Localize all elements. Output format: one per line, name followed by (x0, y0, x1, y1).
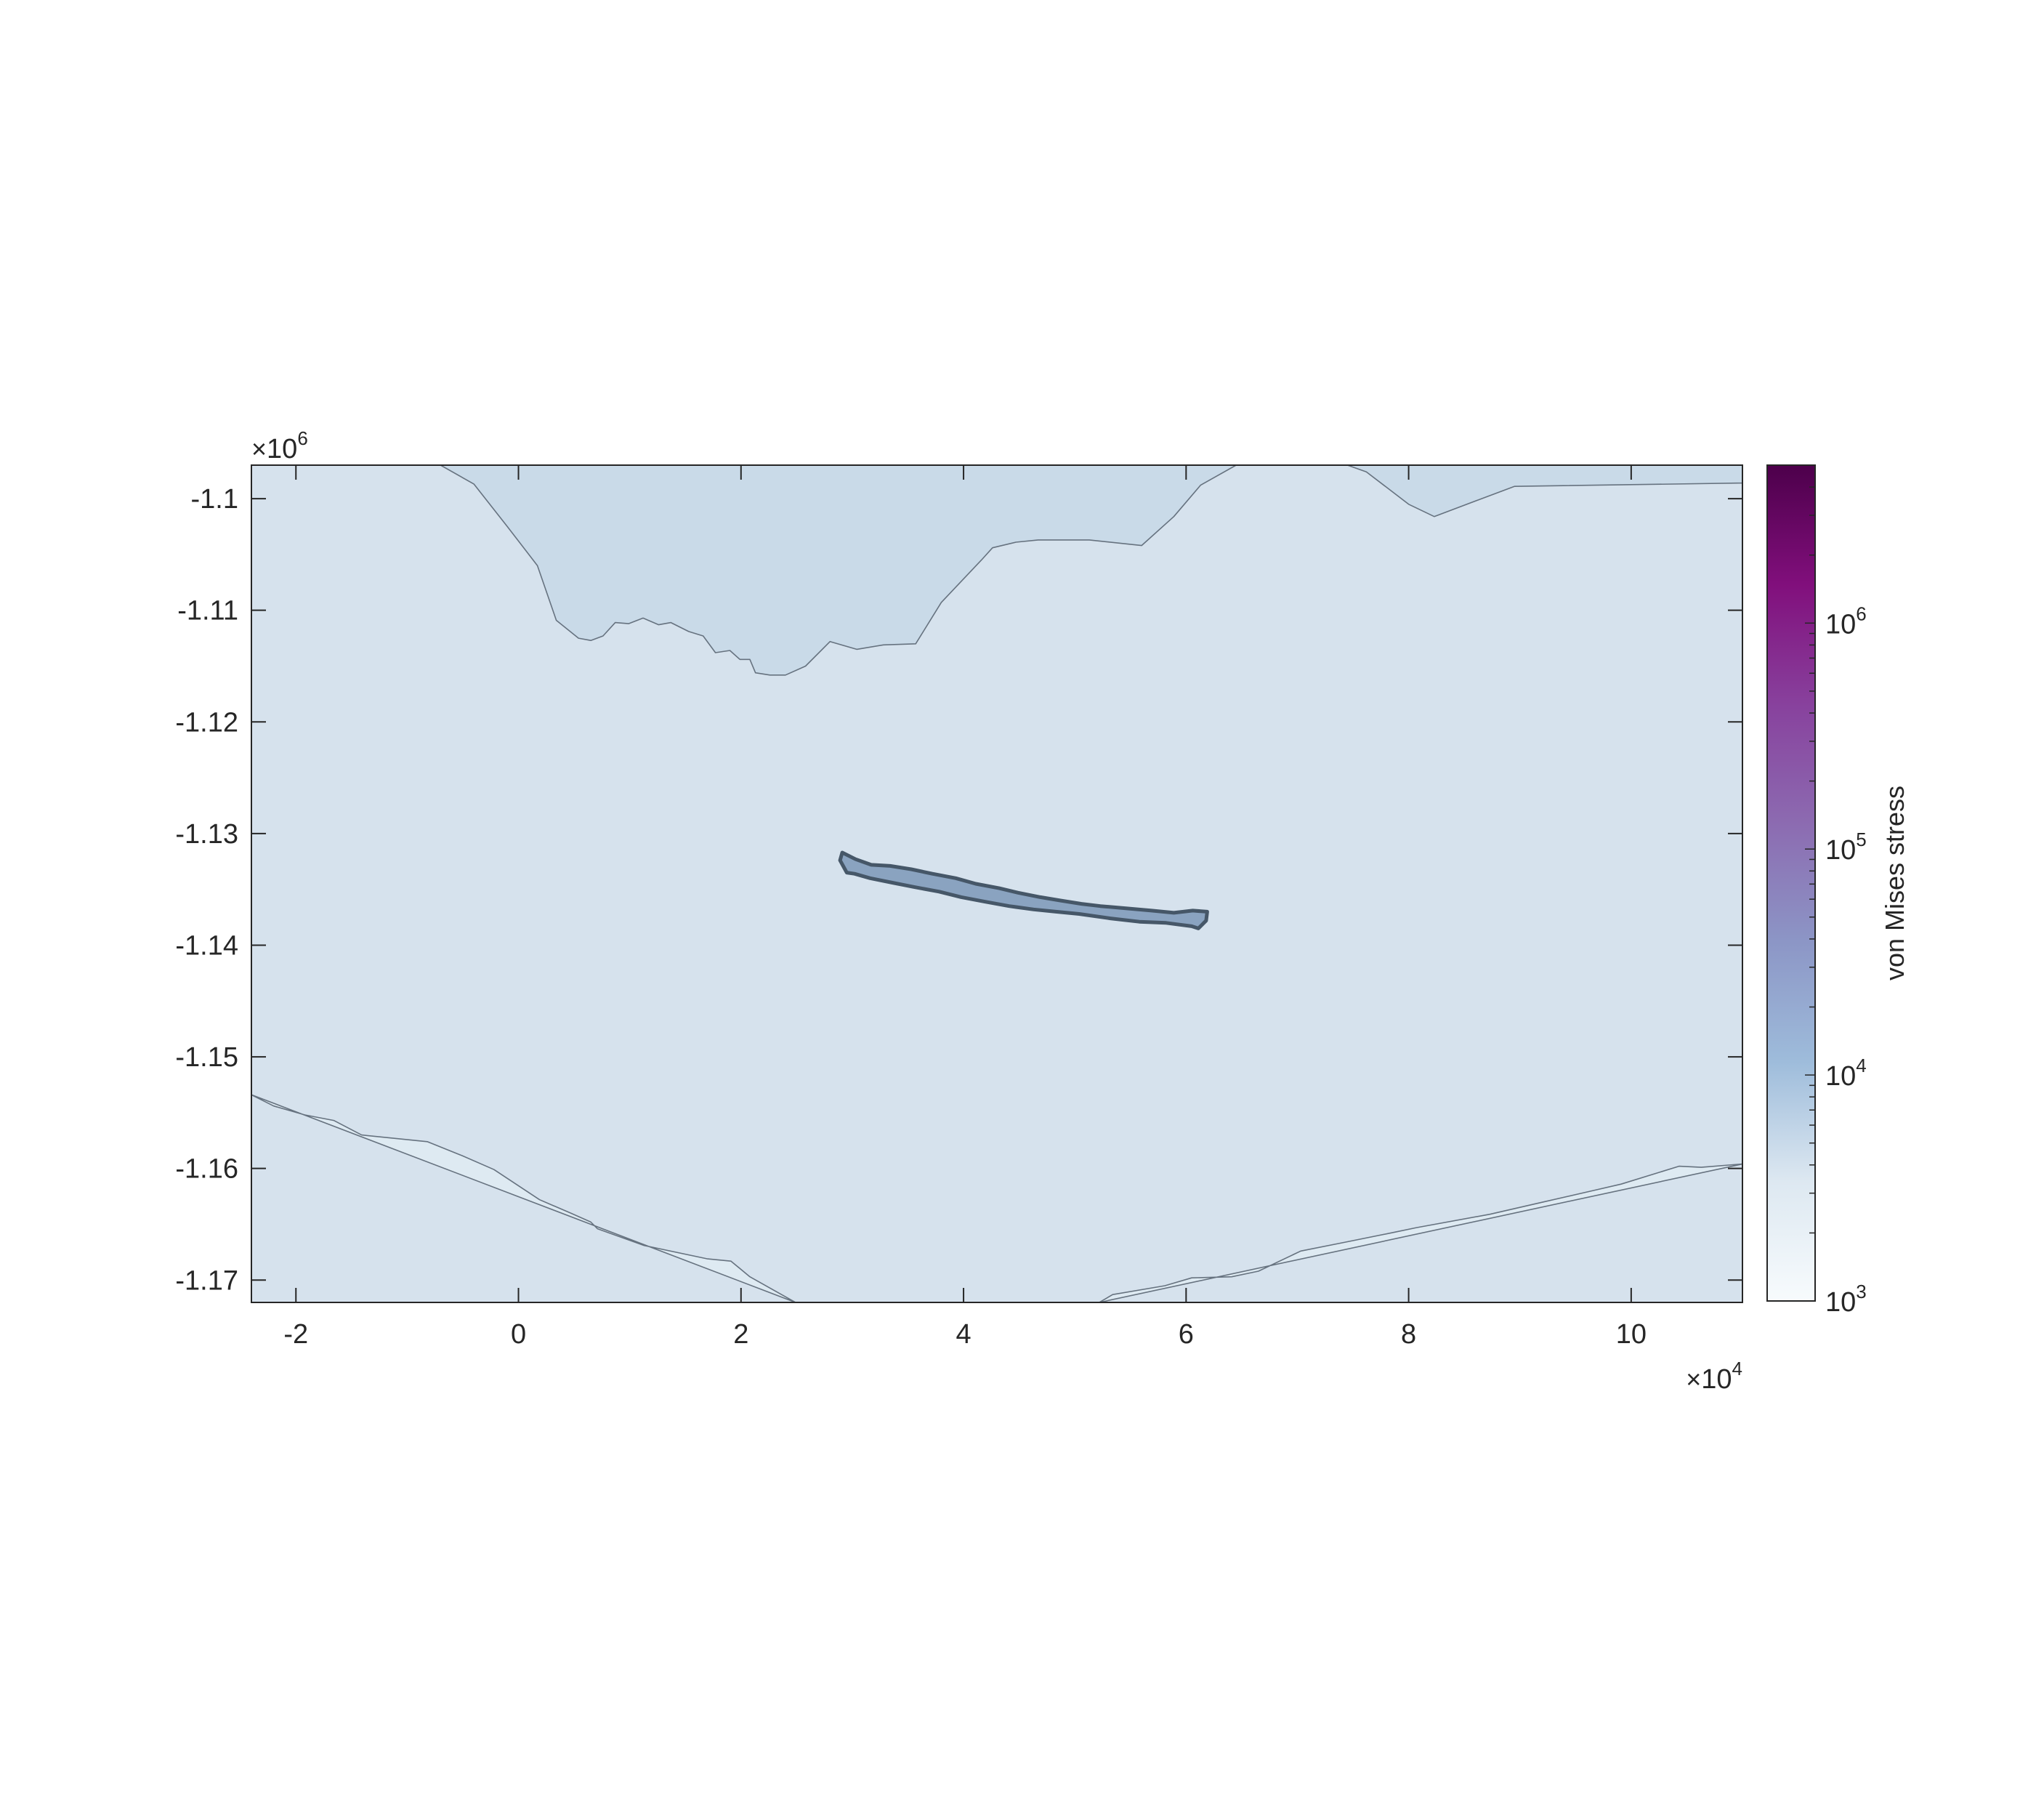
x-axis-ticks: -2 0 2 4 6 8 10 (283, 465, 1647, 1350)
x-tick-label-4: 6 (1179, 1319, 1194, 1350)
colorbar-tick-label-0: 103 (1825, 1281, 1867, 1318)
colorbar-tick-label-3: 106 (1825, 603, 1867, 640)
y-tick-label-2: -1.12 (175, 707, 238, 738)
colorbar-label: von Mises stress (1880, 786, 1910, 980)
contour-region-5 (838, 850, 1209, 930)
y-axis-multiplier: ×106 (251, 427, 308, 464)
x-multiplier-base: 10 (1701, 1364, 1732, 1395)
colorbar-ramp (1766, 464, 1816, 1302)
plot-background (251, 465, 1742, 1302)
y-tick-label-1: -1.11 (177, 596, 238, 627)
y-tick-label-6: -1.16 (175, 1154, 238, 1185)
x-tick-label-2: 2 (733, 1319, 748, 1350)
contour-regions (251, 465, 1742, 1302)
plot-area (251, 465, 1742, 1302)
y-multiplier-exponent: 6 (297, 427, 307, 449)
contour-region-4 (1099, 1163, 1742, 1302)
x-tick-label-0: -2 (283, 1319, 308, 1350)
contour-region-3 (251, 1094, 796, 1302)
x-axis-multiplier: ×104 (1686, 1358, 1742, 1395)
contour-region-1 (440, 465, 1237, 676)
x-multiplier-times: × (1686, 1364, 1701, 1394)
colorbar-tick-label-1: 104 (1825, 1055, 1867, 1092)
x-multiplier-exponent: 4 (1732, 1358, 1742, 1379)
y-multiplier-times: × (251, 434, 267, 464)
y-tick-label-3: -1.13 (175, 819, 238, 850)
y-multiplier-base: 10 (267, 434, 297, 464)
contour-region-2 (1346, 465, 1742, 517)
x-tick-label-1: 0 (511, 1319, 526, 1350)
y-tick-label-0: -1.1 (191, 484, 238, 515)
colorbar: 103 104 105 106 von Mises stress (1766, 464, 1910, 1318)
y-tick-label-4: -1.14 (175, 930, 238, 961)
colorbar-tick-label-2: 105 (1825, 829, 1867, 866)
x-tick-label-6: 10 (1616, 1319, 1647, 1350)
colorbar-ticks: 103 104 105 106 (1805, 464, 1867, 1318)
x-tick-label-5: 8 (1401, 1319, 1416, 1350)
x-tick-label-3: 4 (956, 1319, 971, 1350)
y-axis-ticks: -1.1 -1.11 -1.12 -1.13 -1.14 -1.15 -1.16 -1.17 (175, 484, 1742, 1296)
axes-frame (251, 464, 1743, 1303)
y-tick-label-7: -1.17 (175, 1265, 238, 1296)
y-tick-label-5: -1.15 (175, 1042, 238, 1073)
